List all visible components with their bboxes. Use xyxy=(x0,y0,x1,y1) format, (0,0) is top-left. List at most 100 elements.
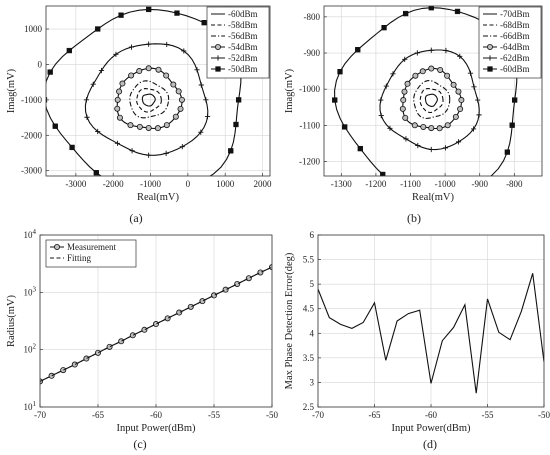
series-50dBm-marker xyxy=(52,123,58,129)
series-54dBm-marker xyxy=(116,88,123,95)
series-Measurement-marker xyxy=(106,343,113,350)
series-62dBm-marker xyxy=(455,139,462,145)
plot-frame xyxy=(45,5,271,177)
y-tick-label: 101 xyxy=(24,400,37,412)
y-tick-label: 4 xyxy=(310,328,315,338)
y-tick-label: 1000 xyxy=(24,24,43,34)
series-64dBm-marker xyxy=(444,72,451,79)
series-54dBm-marker xyxy=(119,80,126,87)
series-60dBm-marker xyxy=(454,8,461,15)
x-tick-label: -900 xyxy=(471,179,488,189)
series-Measurement-marker xyxy=(83,355,90,362)
series-56dBm-line xyxy=(129,80,170,119)
legend-box xyxy=(478,6,542,79)
series-54dBm-marker xyxy=(170,81,177,88)
series-52dBm-marker xyxy=(164,41,170,48)
y-tick-label: -1100 xyxy=(299,120,320,130)
series-64dBm-marker xyxy=(411,122,418,129)
legend-label: -60dBm xyxy=(228,9,258,19)
x-axis-label: Input Power(dBm) xyxy=(116,423,196,434)
x-tick-label: -50 xyxy=(538,410,550,420)
series-62dBm-marker xyxy=(470,126,477,132)
series-54dBm-marker xyxy=(127,122,134,129)
series-Measurement-marker xyxy=(71,361,78,368)
series-52dBm-marker xyxy=(179,144,185,150)
y-axis-label: Max Phase Detection Error(deg) xyxy=(284,252,295,389)
series-Measurement-marker xyxy=(245,275,252,282)
series-52dBm-line xyxy=(84,43,209,156)
series-60dBm-marker xyxy=(380,171,386,176)
series-50dBm-marker xyxy=(174,10,180,16)
x-tick-label: -55 xyxy=(482,410,494,420)
series-64dBm-marker xyxy=(455,88,462,95)
y-tick-label: 5.5 xyxy=(303,255,315,265)
data-layer xyxy=(40,264,272,385)
y-tick-label: 4.5 xyxy=(303,304,315,314)
series-Measurement-marker xyxy=(187,303,194,310)
series-62dBm-marker xyxy=(442,145,449,151)
series-Measurement-marker xyxy=(234,280,241,287)
x-tick-label: 1000 xyxy=(216,179,235,189)
x-tick-label: -50 xyxy=(266,410,278,420)
series-50dBm-marker xyxy=(47,69,53,75)
y-tick-label: 0 xyxy=(38,59,43,69)
y-axis-label: Imag(mV) xyxy=(6,68,17,113)
series-60dBm-line xyxy=(141,93,156,107)
series-64dBm-marker xyxy=(412,72,419,79)
legend-label: -66dBm xyxy=(500,31,530,41)
series-52dBm-marker xyxy=(198,82,204,88)
x-tick-label: -55 xyxy=(208,410,220,420)
series-60dBm-marker xyxy=(381,25,387,31)
data-layer xyxy=(318,273,544,394)
series-50dBm-marker xyxy=(233,121,239,128)
series-54dBm-marker xyxy=(136,68,143,75)
series-64dBm-marker xyxy=(458,97,465,104)
series-62dBm-marker xyxy=(457,53,463,59)
x-tick-label: -3000 xyxy=(65,179,86,189)
series-52dBm-marker xyxy=(90,81,96,87)
chart-d: -70 -65 -60 -55 -50 2.5 3 3.5 4 4.5 5 5.5 6 Input Pow… xyxy=(284,230,550,451)
series-62dBm-marker xyxy=(428,146,434,153)
series-50dBm-marker xyxy=(66,47,72,54)
x-axis-label: Real(mV) xyxy=(137,192,179,203)
series-52dBm-marker xyxy=(95,128,101,135)
series-62dBm-marker xyxy=(390,71,396,77)
y-tick-label: 2.5 xyxy=(303,402,315,412)
series-52dBm-marker xyxy=(146,152,152,158)
subplot-label: (c) xyxy=(133,437,146,451)
series-54dBm-marker xyxy=(116,114,123,121)
x-tick-label: -800 xyxy=(506,179,523,189)
legend-marker-0 xyxy=(54,243,61,250)
series-54dBm-marker xyxy=(155,66,162,73)
series-Measurement-marker xyxy=(152,321,159,328)
series-52dBm-marker xyxy=(84,114,90,120)
x-tick-label: -1000 xyxy=(140,179,161,189)
series-52dBm-marker xyxy=(128,44,135,50)
series-54dBm-marker xyxy=(178,96,185,103)
y-axis-label: Radius(mV) xyxy=(6,295,17,347)
x-tick-label: -70 xyxy=(34,410,46,420)
series-64dBm-marker xyxy=(444,122,451,129)
series-68dBm-line xyxy=(419,88,444,114)
chart-c: -70 -65 -60 -55 -50 101 102 103 104 Input Power(d… xyxy=(6,228,278,451)
series-62dBm-marker xyxy=(378,97,384,103)
y-tick-label: -2000 xyxy=(21,130,42,140)
series-54dBm-marker xyxy=(172,113,179,120)
legend-marker-5 xyxy=(487,66,493,72)
series-52dBm-marker xyxy=(198,129,204,135)
x-tick-label: -65 xyxy=(92,410,104,420)
x-tick-label: 0 xyxy=(186,179,191,189)
x-tick-label: -1000 xyxy=(435,179,456,189)
series-60dBm-marker xyxy=(342,124,348,130)
series-52dBm-marker xyxy=(163,150,169,156)
series-64dBm-marker xyxy=(401,88,408,95)
series-64dBm-marker xyxy=(399,105,406,112)
series-62dBm-marker xyxy=(428,47,434,53)
series-52dBm-marker xyxy=(204,113,211,120)
y-tick-label: 5 xyxy=(310,279,315,289)
x-tick-label: -2000 xyxy=(103,179,124,189)
legend-label: -54dBm xyxy=(228,42,258,52)
series-64dBm-marker xyxy=(400,97,407,104)
legend-label: -52dBm xyxy=(228,53,258,63)
